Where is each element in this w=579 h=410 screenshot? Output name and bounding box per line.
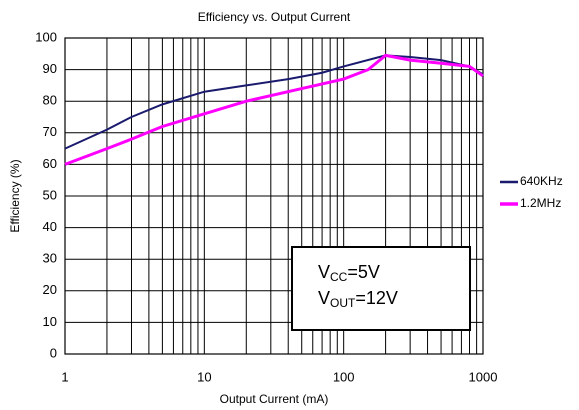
y-tick-label: 10 <box>43 314 57 329</box>
y-tick-label: 0 <box>50 345 57 360</box>
annotation-main: V <box>318 288 330 308</box>
y-tick-label: 90 <box>43 61 57 76</box>
x-axis-label: Output Current (mA) <box>220 392 329 406</box>
annotation: VOUT=12V <box>318 288 398 310</box>
chart-title: Efficiency vs. Output Current <box>198 10 351 24</box>
y-tick-label: 20 <box>43 282 57 297</box>
annotation-box <box>291 246 471 331</box>
y-tick-label: 30 <box>43 251 57 266</box>
x-tick-label: 100 <box>333 369 355 384</box>
annotation: VCC=5V <box>318 262 380 284</box>
y-tick-label: 100 <box>35 29 57 44</box>
annotation-rest: =5V <box>347 262 380 282</box>
y-tick-label: 50 <box>43 187 57 202</box>
legend-label: 1.2MHz <box>520 196 561 210</box>
annotation-sub: OUT <box>330 296 356 310</box>
series-line <box>64 54 484 150</box>
x-tick-label: 1000 <box>469 369 498 384</box>
annotation-sub: CC <box>330 270 348 284</box>
annotation-rest: =12V <box>355 288 398 308</box>
y-tick-label: 40 <box>43 219 57 234</box>
y-tick-label: 70 <box>43 124 57 139</box>
y-tick-label: 60 <box>43 156 57 171</box>
y-axis-label: Efficiency (%) <box>8 159 22 232</box>
annotation-main: V <box>318 262 330 282</box>
y-tick-label: 80 <box>43 93 57 108</box>
x-tick-label: 1 <box>61 369 68 384</box>
legend-label: 640KHz <box>520 174 563 188</box>
plot-frame <box>64 37 484 355</box>
series-line <box>64 53 484 166</box>
x-tick-label: 10 <box>197 369 211 384</box>
